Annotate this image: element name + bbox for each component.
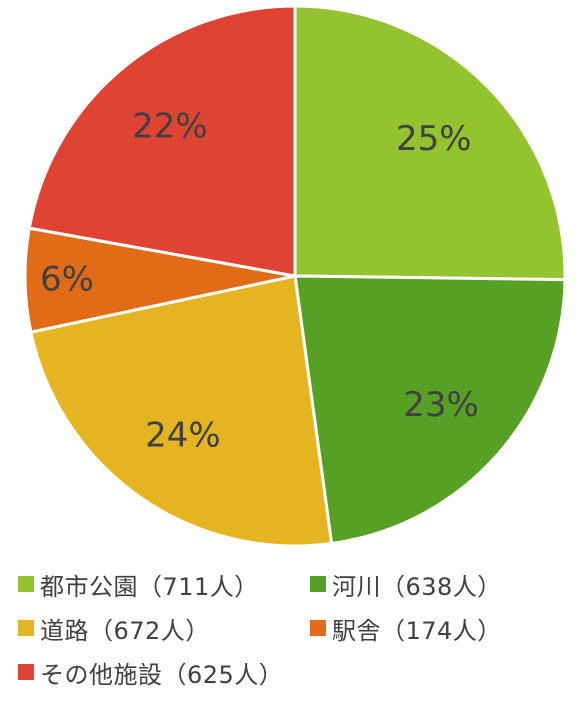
legend-item-road: 道路（672人） — [18, 610, 210, 646]
legend-label: 駅舎（174人） — [332, 616, 502, 645]
legend-swatch — [310, 620, 326, 636]
legend-label: 道路（672人） — [40, 616, 210, 645]
legend-swatch — [18, 620, 34, 636]
legend-swatch — [18, 664, 34, 680]
pie-percent-label-other-facilities: 22% — [132, 106, 208, 146]
legend-label: 都市公園（711人） — [40, 572, 259, 601]
pie-chart: 25% 23% 24% 6% 22% — [23, 4, 567, 548]
legend-swatch — [18, 576, 34, 592]
pie-labels: 25% 23% 24% 6% 22% — [40, 106, 479, 455]
legend-swatch — [310, 576, 326, 592]
pie-slice-river — [293, 274, 567, 546]
pie-slice-road — [29, 274, 334, 548]
legend-item-station: 駅舎（174人） — [310, 610, 502, 646]
pie-percent-label-urban-park: 25% — [396, 119, 472, 159]
legend-item-river: 河川（638人） — [310, 566, 502, 602]
pie-slices — [23, 4, 567, 548]
legend-label: その他施設（625人） — [40, 660, 284, 689]
legend-item-other-facilities: その他施設（625人） — [18, 654, 283, 690]
pie-percent-label-road: 24% — [145, 416, 221, 456]
pie-percent-label-station: 6% — [40, 260, 94, 300]
pie-slice-other-facilities — [27, 4, 297, 278]
legend-item-urban-park: 都市公園（711人） — [18, 566, 259, 602]
pie-slice-urban-park — [293, 4, 567, 282]
legend-label: 河川（638人） — [332, 572, 502, 601]
pie-percent-label-river: 23% — [403, 385, 479, 425]
